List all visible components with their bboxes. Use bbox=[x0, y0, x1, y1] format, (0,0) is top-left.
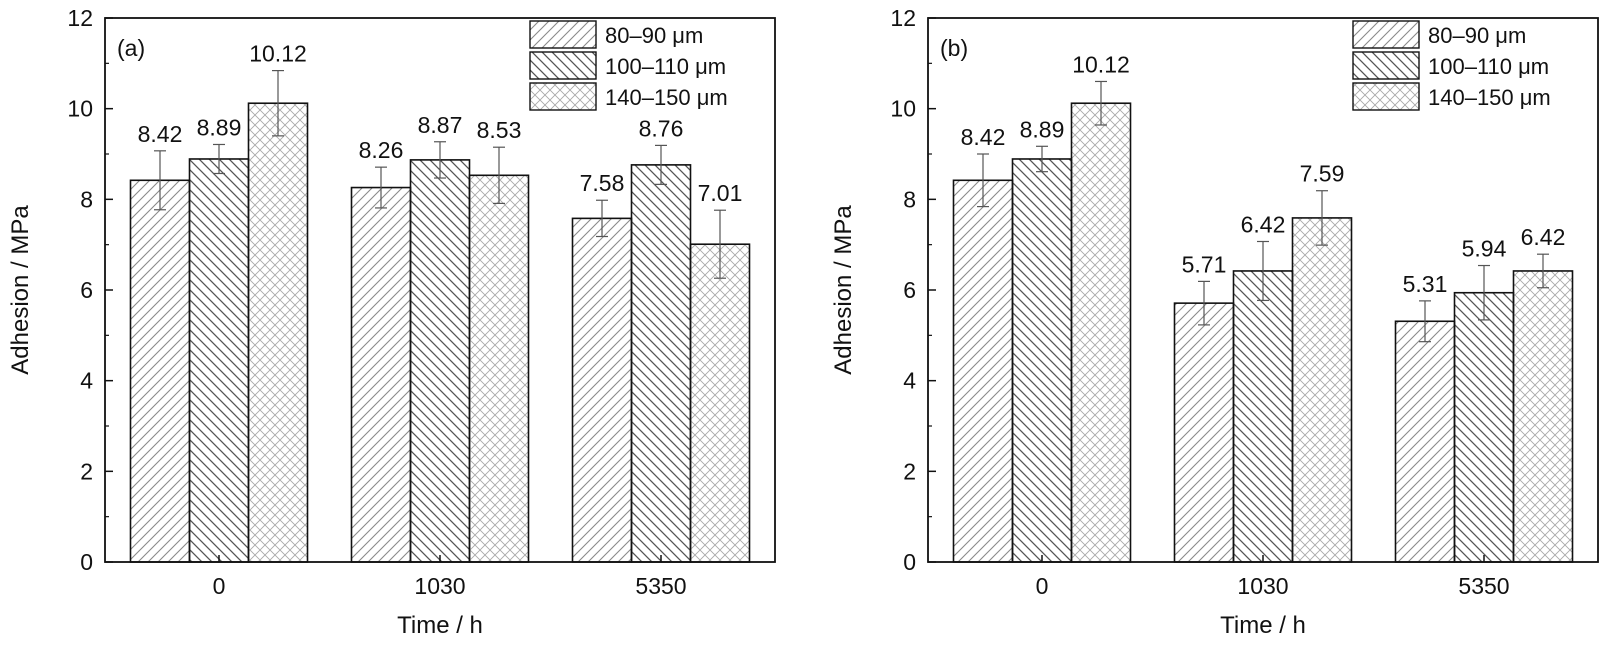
bar-0-1 bbox=[1011, 158, 1073, 563]
bar-1-0 bbox=[1173, 302, 1235, 563]
legend-label-0: 80–90 μm bbox=[605, 23, 703, 48]
y-tick-label-5: 10 bbox=[890, 96, 916, 122]
y-tick-label-4: 8 bbox=[903, 186, 916, 212]
y-tick-label-2: 4 bbox=[80, 368, 93, 394]
data-label-1-0: 8.26 bbox=[359, 137, 404, 163]
data-label-1-1: 6.42 bbox=[1241, 211, 1286, 237]
bar-0-0 bbox=[129, 179, 191, 563]
bar-2-0 bbox=[1394, 320, 1456, 563]
data-label-2-2: 6.42 bbox=[1521, 224, 1566, 250]
x-axis-title: Time / h bbox=[397, 612, 483, 639]
y-axis-title: Adhesion / MPa bbox=[7, 205, 34, 375]
data-label-1-2: 7.59 bbox=[1300, 161, 1345, 187]
data-label-0-1: 8.89 bbox=[1020, 116, 1065, 142]
x-tick-label-1: 1030 bbox=[414, 573, 465, 599]
bar-1-1 bbox=[409, 159, 471, 563]
bar-0-0 bbox=[952, 179, 1014, 563]
y-tick-label-4: 8 bbox=[80, 186, 93, 212]
panel-label: (b) bbox=[940, 35, 968, 61]
panel-a: 8.42 8.89 10.12 0 8.26 8.87 8.53 1030 7.58 8.76 7.… bbox=[7, 5, 776, 639]
x-tick-label-0: 0 bbox=[213, 573, 226, 599]
legend-swatch-1 bbox=[529, 51, 597, 80]
bar-2-1 bbox=[1453, 291, 1515, 563]
y-tick-label-5: 10 bbox=[67, 96, 93, 122]
y-tick-label-3: 6 bbox=[903, 277, 916, 303]
panel-b: 8.42 8.89 10.12 0 5.71 6.42 7.59 1030 5.31 5.94 6.… bbox=[830, 5, 1599, 639]
bar-2-2 bbox=[1512, 270, 1574, 563]
bar-2-0 bbox=[571, 217, 633, 563]
y-tick-label-3: 6 bbox=[80, 277, 93, 303]
y-tick-label-0: 0 bbox=[80, 549, 93, 575]
data-label-0-2: 10.12 bbox=[249, 41, 307, 67]
panel-label: (a) bbox=[117, 35, 145, 61]
data-label-1-2: 8.53 bbox=[477, 117, 522, 143]
legend-label-2: 140–150 μm bbox=[605, 85, 728, 110]
legend-swatch-0 bbox=[1352, 20, 1420, 49]
legend-label-2: 140–150 μm bbox=[1428, 85, 1551, 110]
bar-1-1 bbox=[1232, 270, 1294, 563]
legend-swatch-0 bbox=[529, 20, 597, 49]
bar-1-2 bbox=[468, 174, 530, 563]
x-tick-label-1: 1030 bbox=[1237, 573, 1288, 599]
legend-swatch-2 bbox=[529, 82, 597, 111]
y-axis-title: Adhesion / MPa bbox=[830, 205, 857, 375]
data-label-2-2: 7.01 bbox=[698, 180, 743, 206]
x-tick-label-0: 0 bbox=[1036, 573, 1049, 599]
bar-2-2 bbox=[689, 243, 751, 563]
legend-swatch-2 bbox=[1352, 82, 1420, 111]
y-tick-label-1: 2 bbox=[80, 458, 93, 484]
legend-label-1: 100–110 μm bbox=[605, 54, 726, 79]
data-label-2-0: 7.58 bbox=[580, 170, 625, 196]
data-label-2-1: 8.76 bbox=[639, 115, 684, 141]
bar-0-2 bbox=[247, 102, 309, 563]
y-tick-label-1: 2 bbox=[903, 458, 916, 484]
x-tick-label-2: 5350 bbox=[1458, 573, 1509, 599]
bar-0-2 bbox=[1070, 102, 1132, 563]
data-label-0-0: 8.42 bbox=[961, 124, 1006, 150]
data-label-1-1: 8.87 bbox=[418, 112, 463, 138]
bar-1-0 bbox=[350, 186, 412, 563]
data-label-0-1: 8.89 bbox=[197, 114, 242, 140]
data-label-2-0: 5.31 bbox=[1403, 271, 1448, 297]
data-label-2-1: 5.94 bbox=[1462, 236, 1507, 262]
legend-swatch-1 bbox=[1352, 51, 1420, 80]
x-axis-title: Time / h bbox=[1220, 612, 1306, 639]
x-tick-label-2: 5350 bbox=[635, 573, 686, 599]
y-tick-label-6: 12 bbox=[890, 5, 916, 31]
data-label-1-0: 5.71 bbox=[1182, 251, 1227, 277]
y-tick-label-2: 4 bbox=[903, 368, 916, 394]
bar-1-2 bbox=[1291, 217, 1353, 563]
data-label-0-0: 8.42 bbox=[138, 121, 183, 147]
bar-0-1 bbox=[188, 158, 250, 563]
y-tick-label-6: 12 bbox=[67, 5, 93, 31]
data-label-0-2: 10.12 bbox=[1072, 51, 1130, 77]
legend-label-0: 80–90 μm bbox=[1428, 23, 1526, 48]
bar-2-1 bbox=[630, 164, 692, 563]
legend-label-1: 100–110 μm bbox=[1428, 54, 1549, 79]
y-tick-label-0: 0 bbox=[903, 549, 916, 575]
